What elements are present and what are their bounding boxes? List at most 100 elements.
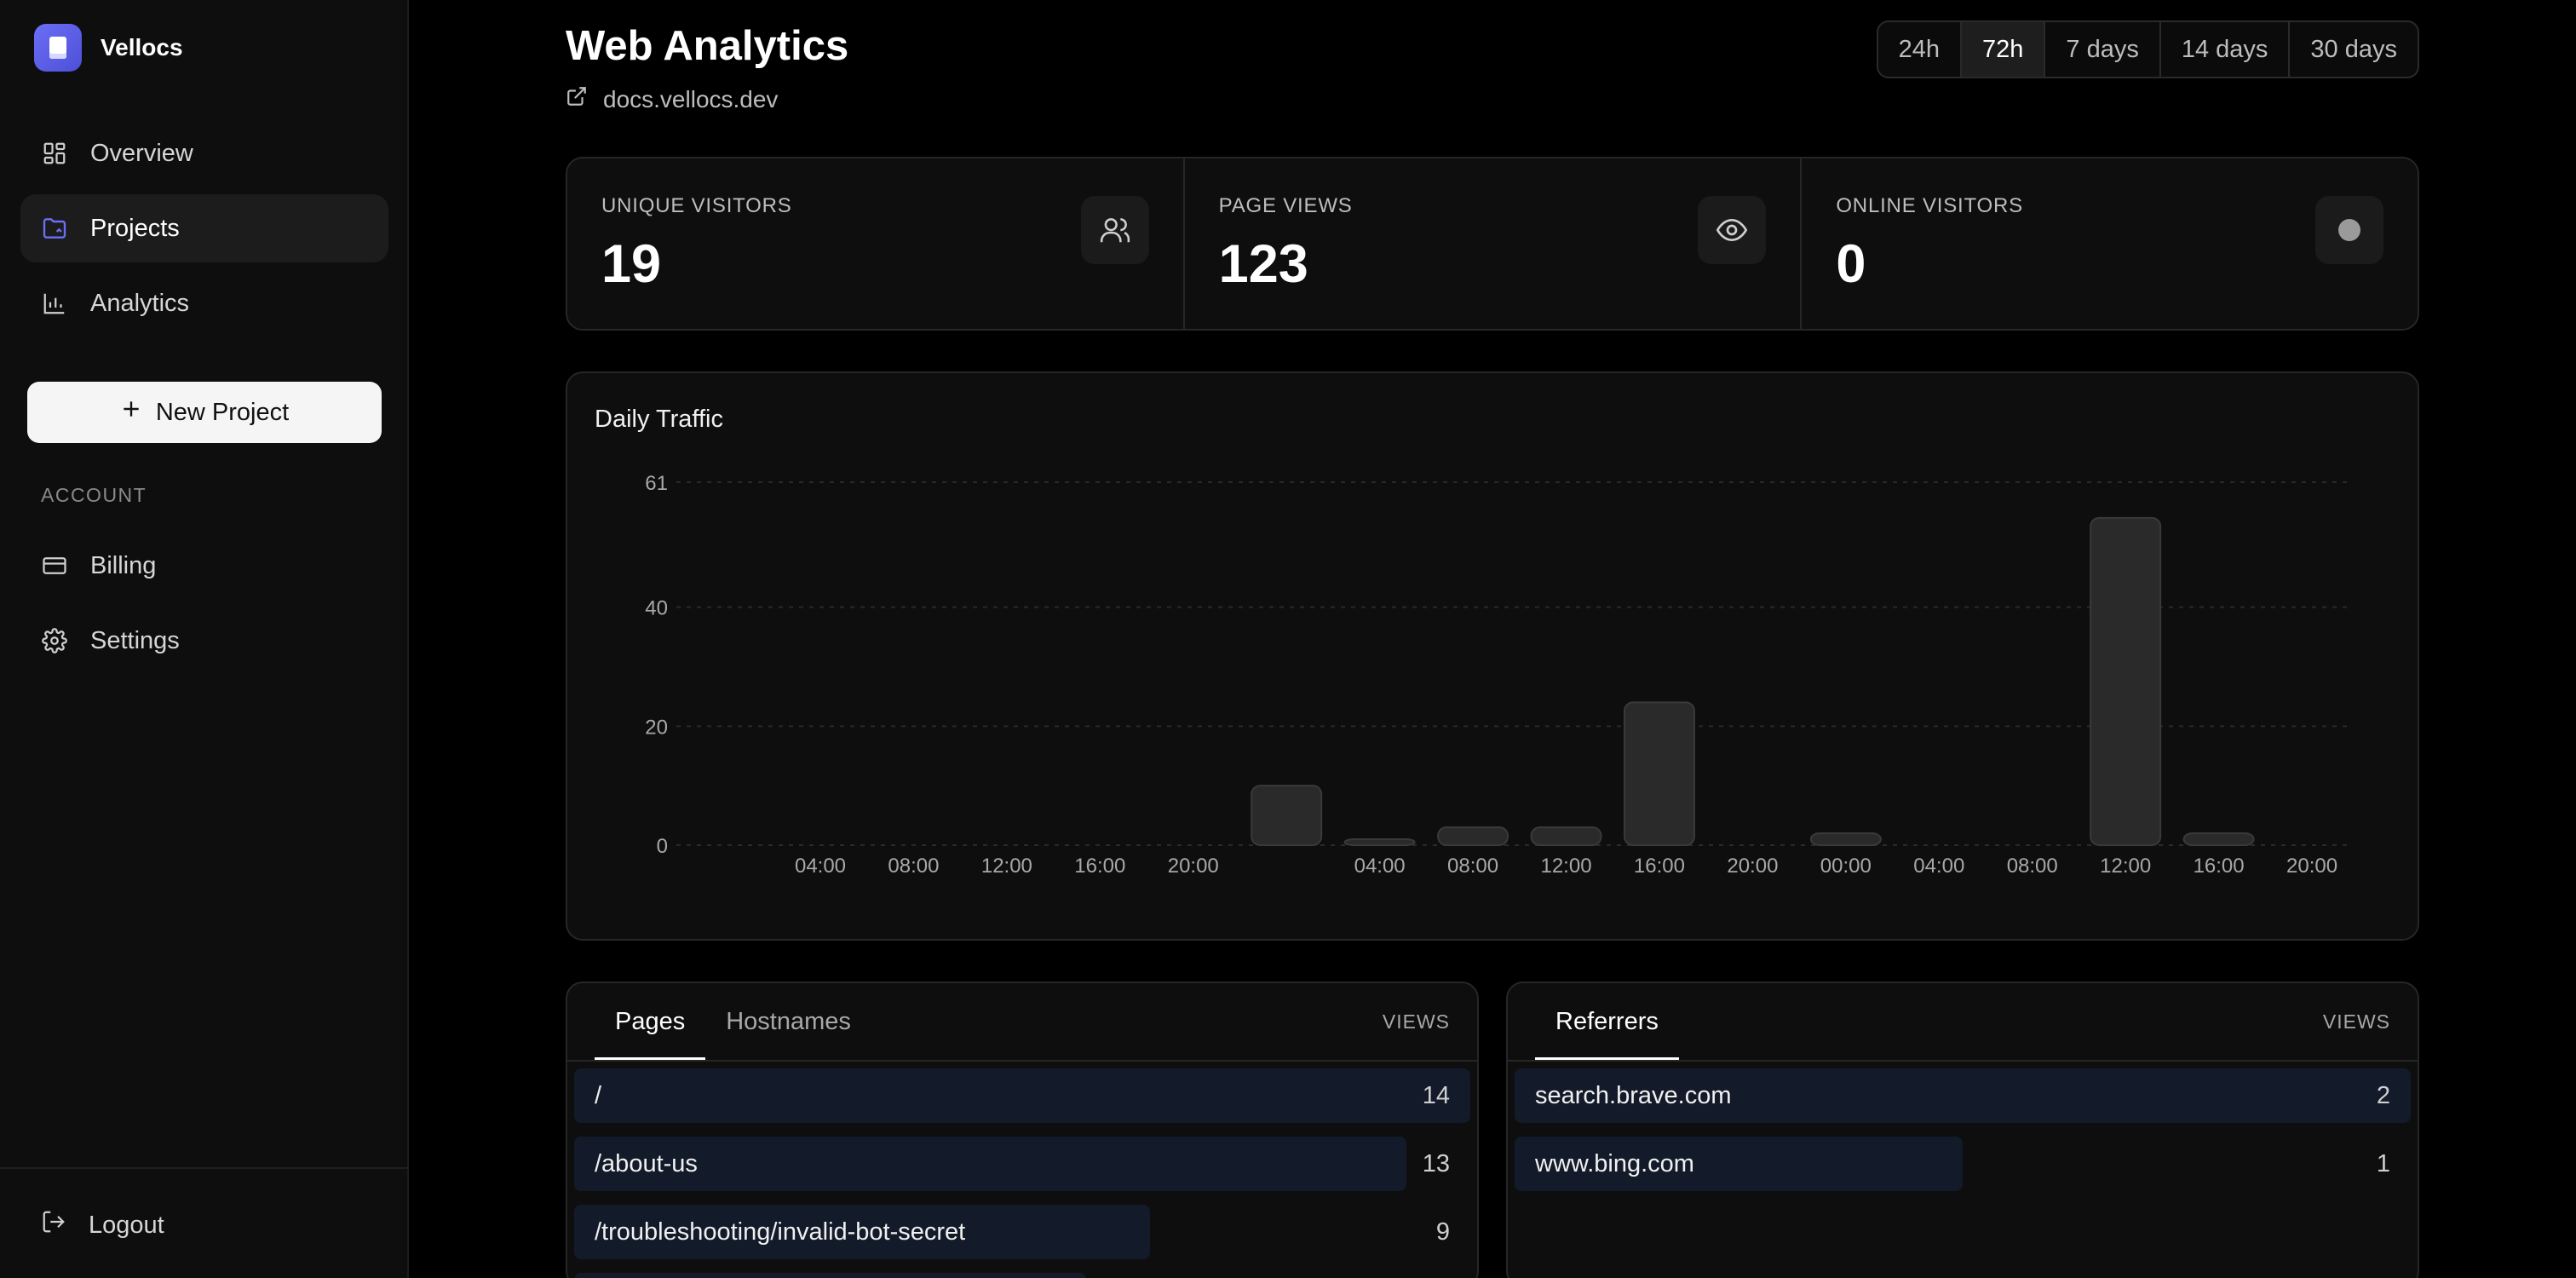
item-count: 9 xyxy=(1435,1218,1450,1246)
main-nav: Overview Projects Analytics xyxy=(20,119,388,344)
x-tick-label: 12:00 xyxy=(981,855,1032,878)
chart-bar xyxy=(1251,785,1323,847)
chart-bar xyxy=(2090,516,2162,846)
account-nav: Billing Settings xyxy=(20,532,388,682)
y-tick-label: 0 xyxy=(657,835,668,858)
logout-button[interactable]: Logout xyxy=(20,1191,388,1259)
views-bar xyxy=(574,1137,1406,1191)
tab-hostnames[interactable]: Hostnames xyxy=(726,1007,851,1035)
referrers-tabs: Referrers xyxy=(1535,983,1679,1060)
sidebar-item-analytics[interactable]: Analytics xyxy=(20,269,388,337)
views-column-label: VIEWS xyxy=(2322,1010,2390,1033)
sidebar-item-overview[interactable]: Overview xyxy=(20,119,388,187)
range-14-days[interactable]: 14 days xyxy=(2161,22,2291,77)
divider xyxy=(1508,1060,2418,1062)
views-column-label: VIEWS xyxy=(1382,1010,1450,1033)
logout-label: Logout xyxy=(89,1211,164,1239)
y-tick-label: 40 xyxy=(645,597,668,620)
chart-bar xyxy=(1809,832,1882,846)
item-label: /about-us xyxy=(595,1149,698,1177)
item-count: 1 xyxy=(2376,1149,2390,1177)
views-bar xyxy=(574,1205,1151,1259)
views-bar xyxy=(574,1068,1470,1123)
site-link[interactable]: docs.vellocs.dev xyxy=(566,85,778,113)
sidebar: Vellocs Overview Projects Analytics New … xyxy=(0,0,409,1278)
stat-value: 0 xyxy=(1836,234,1866,294)
x-tick-label: 08:00 xyxy=(888,855,939,878)
site-domain: docs.vellocs.dev xyxy=(603,85,779,112)
item-count: 13 xyxy=(1422,1149,1450,1177)
x-tick-label: 04:00 xyxy=(795,855,846,878)
x-tick-label: 12:00 xyxy=(2100,855,2151,878)
new-project-button[interactable]: New Project xyxy=(27,382,382,443)
range-30-days[interactable]: 30 days xyxy=(2310,35,2397,63)
plus-icon xyxy=(120,398,142,427)
tab-pages[interactable]: Pages xyxy=(595,983,706,1060)
chart-title: Daily Traffic xyxy=(595,406,723,433)
x-tick-label: 08:00 xyxy=(2007,855,2058,878)
logout-icon xyxy=(41,1209,66,1241)
chart-bar xyxy=(1437,826,1509,847)
stat-value: 123 xyxy=(1218,234,1308,294)
sidebar-footer: Logout xyxy=(0,1167,409,1278)
item-label: / xyxy=(595,1081,602,1109)
list-item[interactable] xyxy=(574,1273,1470,1278)
sidebar-item-settings[interactable]: Settings xyxy=(20,607,388,675)
sidebar-item-label: Overview xyxy=(90,139,193,167)
x-tick-label: 04:00 xyxy=(1913,855,1964,878)
credit-card-icon xyxy=(41,552,68,579)
stat-value: 19 xyxy=(601,234,662,294)
x-tick-label: 04:00 xyxy=(1354,855,1406,878)
range-7-days[interactable]: 7 days xyxy=(2045,22,2161,77)
list-item[interactable]: /about-us 13 xyxy=(574,1137,1470,1191)
page-title: Web Analytics xyxy=(566,23,849,69)
stat-unique-visitors: UNIQUE VISITORS 19 xyxy=(567,158,1185,329)
sidebar-item-projects[interactable]: Projects xyxy=(20,194,388,262)
item-label: search.brave.com xyxy=(1535,1081,1732,1109)
x-tick-label: 16:00 xyxy=(1074,855,1125,878)
list-item[interactable]: /troubleshooting/invalid-bot-secret 9 xyxy=(574,1205,1470,1259)
list-item[interactable]: www.bing.com 1 xyxy=(1515,1137,2411,1191)
item-count: 2 xyxy=(2376,1081,2390,1109)
stat-label: ONLINE VISITORS xyxy=(1836,194,2023,217)
stats-card: UNIQUE VISITORS 19 PAGE VIEWS 123 ONLINE… xyxy=(566,157,2419,331)
sidebar-item-billing[interactable]: Billing xyxy=(20,532,388,600)
y-tick-label: 20 xyxy=(645,716,668,739)
chart-bar xyxy=(1343,838,1416,847)
item-count: 14 xyxy=(1422,1081,1450,1109)
stat-label: PAGE VIEWS xyxy=(1218,194,1353,217)
stat-online-visitors: ONLINE VISITORS 0 xyxy=(1802,158,2418,329)
referrers-list: search.brave.com 2 www.bing.com 1 xyxy=(1515,1068,2411,1205)
list-item[interactable]: search.brave.com 2 xyxy=(1515,1068,2411,1123)
brand[interactable]: Vellocs xyxy=(34,24,183,72)
time-range-selector: 24h 72h 7 days 14 days 30 days xyxy=(1876,20,2419,78)
users-icon xyxy=(1080,196,1149,264)
chart-bar xyxy=(1530,826,1602,847)
stat-label: UNIQUE VISITORS xyxy=(601,194,792,217)
chart-canvas: 0 20 40 61 04:00 08:00 12:00 16:00 20:00 04:00 08:… xyxy=(645,472,2353,878)
range-24h[interactable]: 24h xyxy=(1878,22,1962,77)
item-label: www.bing.com xyxy=(1535,1149,1694,1177)
pages-panel: Pages Hostnames VIEWS / 14/about-us 13/tro… xyxy=(566,982,1479,1278)
folder-icon xyxy=(41,215,68,242)
sidebar-item-label: Settings xyxy=(90,626,180,654)
new-project-label: New Project xyxy=(155,398,290,426)
item-label: /troubleshooting/invalid-bot-secret xyxy=(595,1218,966,1246)
views-bar xyxy=(1515,1068,2411,1123)
range-72h[interactable]: 72h xyxy=(1962,22,2046,77)
app-name: Vellocs xyxy=(101,34,183,60)
x-tick-label: 20:00 xyxy=(1727,855,1778,878)
sidebar-item-label: Analytics xyxy=(90,289,190,317)
x-tick-label: 12:00 xyxy=(1540,855,1591,878)
referrers-panel: Referrers VIEWS search.brave.com 2 www.bin… xyxy=(1506,982,2419,1278)
views-bar xyxy=(1515,1137,1963,1191)
eye-icon xyxy=(1698,196,1767,264)
list-item[interactable]: / 14 xyxy=(574,1068,1470,1123)
daily-traffic-chart: Daily Traffic 0 20 40 61 04:00 08:00 12:00 16:0… xyxy=(566,371,2419,941)
stat-page-views: PAGE VIEWS 123 xyxy=(1185,158,1803,329)
tab-referrers[interactable]: Referrers xyxy=(1535,983,1679,1060)
account-section-label: ACCOUNT xyxy=(41,484,147,506)
pages-list: / 14/about-us 13/troubleshooting/invalid-b… xyxy=(574,1068,1470,1278)
bar-chart-icon xyxy=(41,290,68,317)
x-tick-label: 16:00 xyxy=(2194,855,2245,878)
